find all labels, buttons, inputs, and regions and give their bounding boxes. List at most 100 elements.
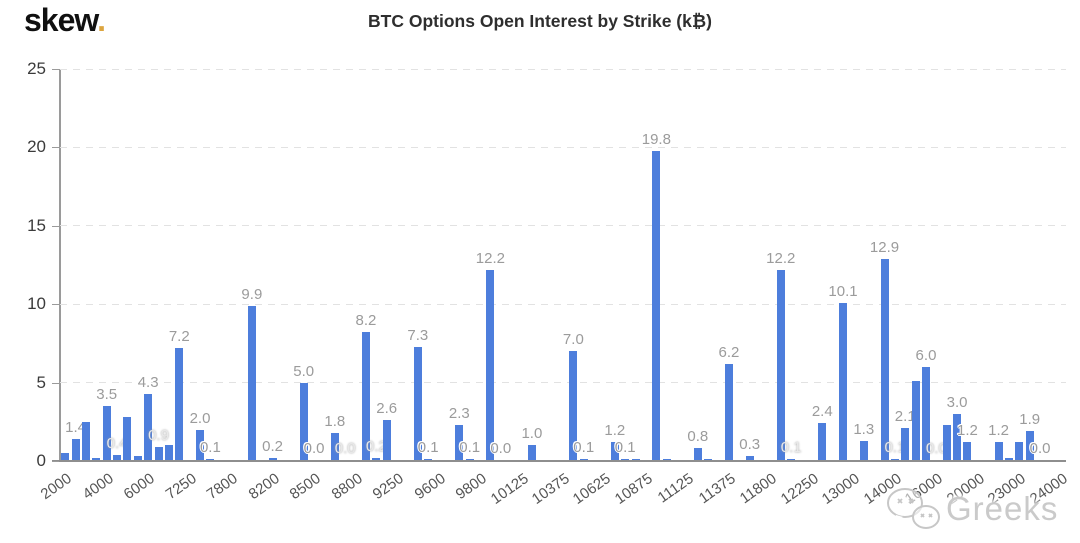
bar-value-label: 0.3 [739, 436, 761, 454]
bar-value-label: 0.1 [884, 439, 906, 457]
y-tick-mark [52, 461, 59, 462]
bar [102, 406, 111, 461]
bar-value-label: 2.6 [376, 400, 398, 418]
y-tick-label: 10 [27, 294, 46, 314]
gridline-15 [60, 225, 1066, 227]
bar-value-label: 1.0 [521, 425, 543, 443]
bar [859, 440, 868, 461]
bar-value-label: 0.0 [925, 440, 947, 457]
bar-value-label: 0.2 [365, 437, 387, 455]
y-tick-mark [52, 69, 59, 70]
y-tick-label: 5 [36, 372, 46, 392]
bar-value-label: 0.0 [303, 440, 325, 457]
bar [299, 382, 308, 461]
bar-value-label: 2.3 [448, 404, 470, 422]
bar [133, 456, 142, 461]
bar [901, 428, 910, 461]
bar [652, 150, 661, 461]
bar [527, 445, 536, 461]
bar [92, 457, 101, 461]
bar [81, 421, 90, 461]
y-tick-mark [52, 304, 59, 306]
bar-value-label: 0.4 [106, 434, 128, 452]
bar-value-label: 6.2 [718, 343, 740, 361]
bar-value-label: 1.2 [988, 422, 1010, 440]
bar [776, 269, 785, 461]
bar-value-label: 19.8 [641, 130, 671, 148]
bar [372, 457, 381, 461]
bar [942, 424, 951, 461]
y-tick-label: 15 [27, 215, 46, 235]
bar [569, 351, 578, 461]
bar [610, 442, 619, 461]
bar [911, 381, 920, 461]
bar-value-label: 0.1 [573, 439, 595, 457]
bar-value-label: 2.1 [894, 408, 916, 426]
y-tick-mark [52, 147, 59, 149]
wechat-icon [887, 488, 940, 529]
bar-value-label: 0.8 [687, 428, 709, 446]
bar-value-label: 0.1 [780, 439, 802, 457]
gridline-20 [60, 146, 1066, 148]
bar [123, 417, 132, 461]
bar [154, 446, 163, 461]
bar [144, 393, 153, 461]
gridline-5 [60, 382, 1066, 384]
bar-value-label: 1.2 [957, 422, 978, 440]
bar [818, 423, 827, 461]
bar-value-label: 3.0 [946, 393, 968, 411]
bar-value-label: 3.5 [96, 386, 118, 404]
y-axis-line [59, 69, 61, 461]
y-tick-label: 25 [27, 59, 46, 78]
bar [268, 457, 277, 461]
gridline-10 [60, 303, 1066, 305]
bar-value-label: 5.0 [293, 362, 315, 380]
bar-value-label: 1.3 [853, 420, 875, 438]
bar-value-label: 0.1 [614, 439, 636, 457]
bar [330, 432, 339, 461]
bar-value-label: 2.0 [189, 409, 211, 427]
bar [196, 429, 204, 461]
skew-logo: skew. [24, 2, 106, 39]
bar [953, 413, 962, 461]
bar [1004, 457, 1013, 461]
x-axis-line [52, 460, 1066, 462]
bar [1025, 431, 1034, 461]
bar [113, 454, 122, 461]
bar [486, 269, 495, 461]
bar-value-label: 0.1 [199, 439, 221, 457]
bar-value-label: 0.9 [148, 426, 169, 444]
bar-value-label: 9.9 [241, 285, 263, 303]
y-tick-label: 0 [36, 451, 46, 470]
y-tick-label: 20 [27, 137, 46, 157]
bar [361, 332, 370, 461]
bar [921, 366, 930, 461]
bar-value-label: 1.9 [1019, 411, 1041, 429]
bar [724, 363, 733, 461]
watermark-text: Greeks [946, 490, 1059, 527]
y-tick-mark [52, 225, 59, 227]
bar-value-label: 7.3 [407, 326, 429, 344]
bar-value-label: 7.0 [562, 331, 584, 349]
bar-value-label: 12.2 [475, 249, 505, 267]
bar-value-label: 1.8 [324, 412, 346, 430]
bar [994, 442, 1003, 461]
bar-value-label: 12.9 [869, 238, 900, 256]
bar [1015, 442, 1024, 461]
bar-value-label: 12.2 [766, 249, 796, 267]
bar [839, 302, 848, 461]
bar-value-label: 1.4 [65, 419, 86, 437]
bar [413, 346, 422, 461]
bar [382, 420, 391, 461]
y-tick-mark [52, 382, 59, 384]
bar-value-label: 4.3 [137, 373, 159, 391]
chart-title: BTC Options Open Interest by Strike (k₿) [368, 11, 712, 31]
bar [693, 448, 702, 461]
chart-plot-area: 1.4 3.5 0.4 4.3 0.9 7.2 2.0 0.1 9.9 0.2 5.0 0.0 1.8 0… [60, 68, 1066, 461]
bar [61, 453, 70, 461]
bar [71, 439, 80, 461]
bar-value-label: 0.1 [459, 439, 481, 457]
bar-value-label: 1.2 [604, 422, 626, 440]
